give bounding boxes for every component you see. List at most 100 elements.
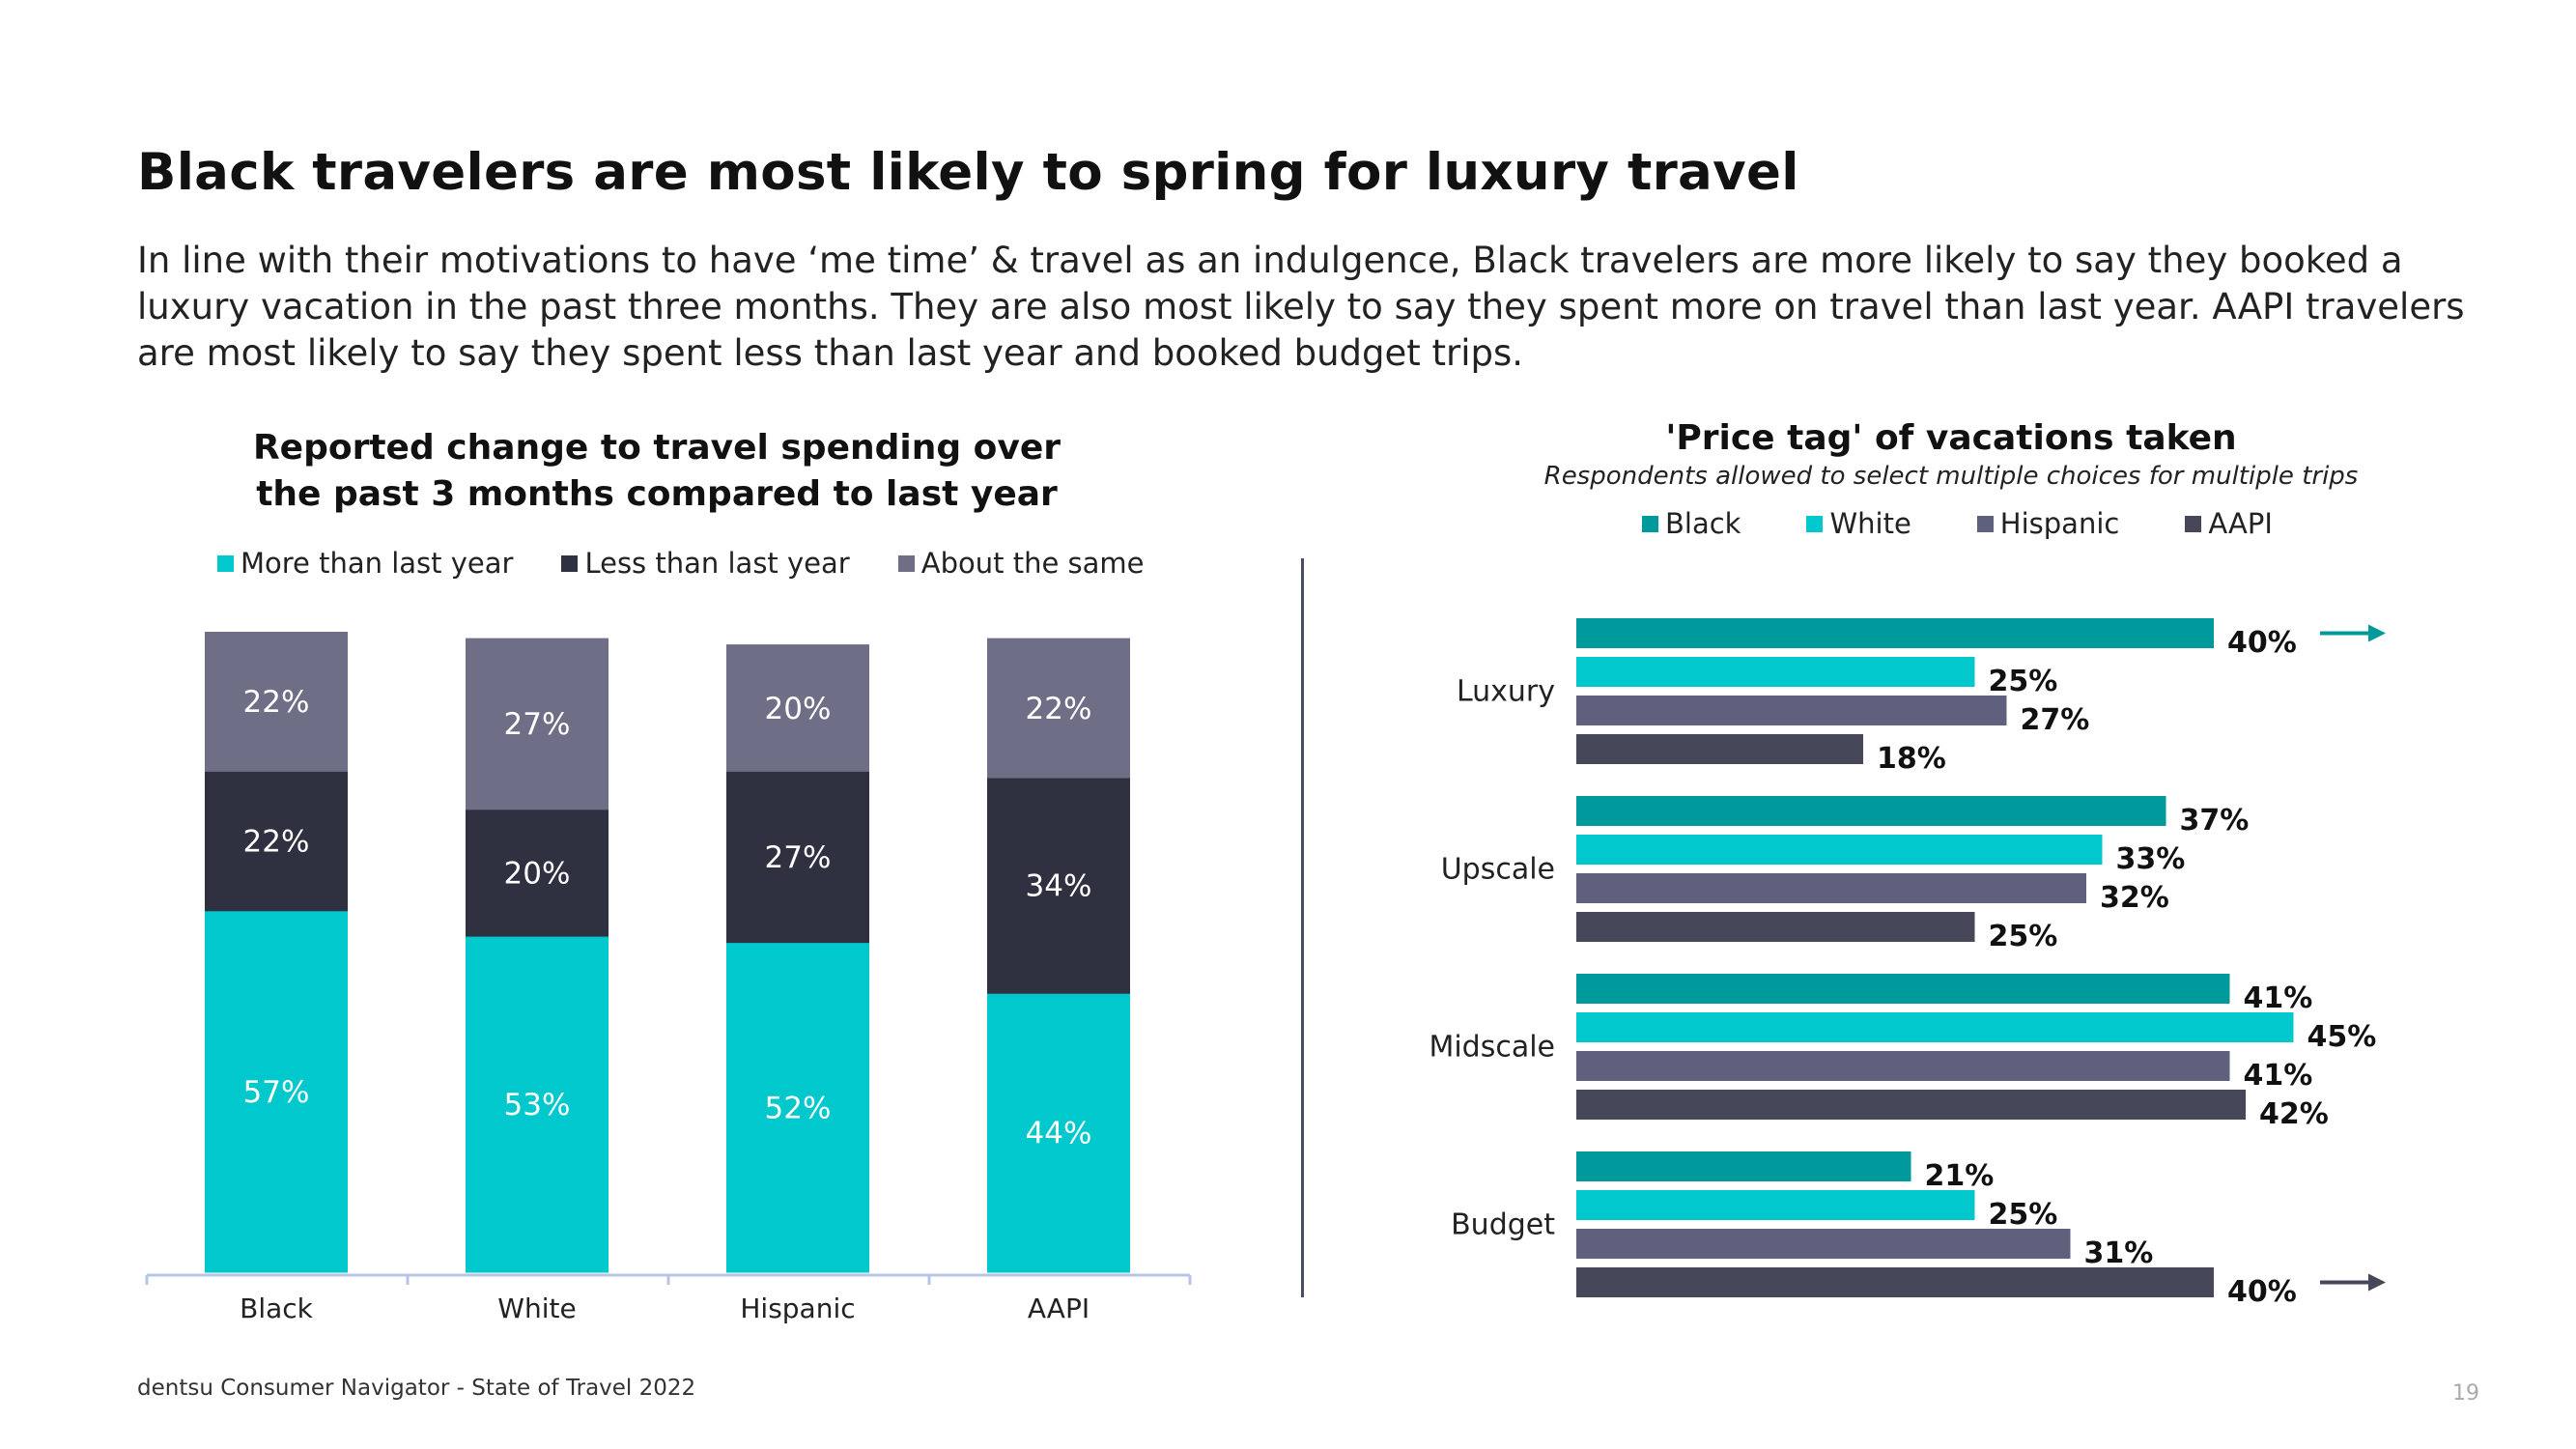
stacked-chart-title: Reported change to travel spending over … [222, 425, 1091, 518]
legend-swatch-same [897, 554, 915, 572]
hbar-data-label: 41% [2244, 981, 2313, 1015]
stacked-data-label: 20% [765, 692, 832, 726]
hbar-midscale-hispanic [1576, 1051, 2230, 1081]
page-subtitle: In line with their motivations to have ‘… [137, 240, 2465, 374]
hbar-budget-hispanic [1576, 1229, 2071, 1259]
footer-source: dentsu Consumer Navigator - State of Tra… [137, 1376, 696, 1401]
hbar-budget-aapi [1576, 1267, 2214, 1297]
stacked-data-label: 57% [243, 1075, 310, 1110]
stacked-bar-hispanic-series-1 [726, 771, 869, 944]
stacked-bar-black-series-0 [205, 910, 348, 1273]
x-tick-label: White [497, 1293, 576, 1324]
hbar-luxury-white [1576, 657, 1975, 687]
hbar-luxury-aapi [1576, 734, 1863, 764]
legend-swatch-black [1642, 515, 1658, 532]
hbar-data-label: 37% [2180, 804, 2250, 838]
legend-item-black: Black [1642, 507, 1741, 540]
hbar-upscale-white [1576, 835, 2103, 865]
price-tag-legend: Black White Hispanic AAPI [1642, 507, 2338, 540]
hbar-upscale-aapi [1576, 912, 1975, 942]
hbar-data-label: 40% [2227, 626, 2297, 660]
stacked-data-label: 22% [243, 825, 310, 860]
hbar-data-label: 33% [2116, 842, 2186, 876]
legend-swatch-more [217, 554, 234, 572]
hbar-data-label: 41% [2244, 1059, 2313, 1093]
stacked-chart-title-line-2: the past 3 months compared to last year [256, 474, 1058, 514]
hbar-budget-black [1576, 1151, 1911, 1181]
stacked-bar-white-series-1 [466, 809, 609, 937]
hbar-data-label: 27% [2021, 703, 2090, 737]
y-category-label: Luxury [1457, 675, 1555, 709]
stacked-bar-white-series-2 [466, 638, 609, 810]
stacked-data-label: 27% [765, 840, 832, 875]
stacked-bar-black-series-1 [205, 771, 348, 912]
hbar-data-label: 25% [1989, 1198, 2058, 1232]
stacked-data-label: 20% [504, 856, 571, 891]
hbar-data-label: 31% [2084, 1236, 2154, 1270]
legend-swatch-less [561, 554, 579, 572]
x-tick-label: Black [240, 1293, 314, 1324]
stacked-data-label: 22% [243, 685, 310, 720]
legend-label-white: White [1829, 507, 1911, 540]
chart-divider [1301, 558, 1304, 1297]
hbar-data-label: 40% [2227, 1275, 2297, 1309]
stacked-bar-aapi-series-0 [987, 993, 1130, 1273]
hbar-data-label: 21% [1925, 1159, 1995, 1193]
highlight-arrow-head [2368, 1273, 2386, 1292]
y-category-label: Upscale [1441, 853, 1555, 887]
stacked-chart-legend: More than last year Less than last year … [217, 547, 1192, 580]
legend-item-hispanic: Hispanic [1976, 507, 2120, 540]
stacked-data-label: 53% [504, 1088, 571, 1122]
x-tick-label: Hispanic [740, 1293, 855, 1324]
stacked-bar-aapi-series-2 [987, 638, 1130, 779]
stacked-bar-aapi-series-1 [987, 778, 1130, 994]
page-number: 19 [2452, 1381, 2479, 1406]
y-category-label: Midscale [1429, 1031, 1555, 1065]
legend-label-black: Black [1665, 507, 1741, 540]
page-title: Black travelers are most likely to sprin… [137, 143, 1799, 202]
hbar-midscale-aapi [1576, 1090, 2246, 1120]
hbar-midscale-black [1576, 974, 2230, 1004]
legend-item-aapi: AAPI [2185, 507, 2273, 540]
stacked-data-label: 27% [504, 707, 571, 742]
hbar-data-label: 32% [2100, 881, 2169, 915]
legend-item-more: More than last year [217, 547, 513, 580]
stacked-data-label: 52% [765, 1091, 832, 1125]
price-tag-chart-title: 'Price tag' of vacations taken [1665, 418, 2237, 458]
legend-item-less: Less than last year [561, 547, 850, 580]
legend-label-more: More than last year [241, 547, 514, 580]
price-tag-chart-note: Respondents allowed to select multiple c… [1543, 462, 2359, 491]
stacked-bar-hispanic-series-2 [726, 644, 869, 772]
highlight-arrow-head [2368, 624, 2386, 642]
legend-label-aapi: AAPI [2208, 507, 2273, 540]
hbar-luxury-hispanic [1576, 696, 2007, 725]
legend-swatch-aapi [2185, 515, 2202, 532]
legend-label-hispanic: Hispanic [1999, 507, 2120, 540]
hbar-upscale-hispanic [1576, 873, 2086, 903]
hbar-data-label: 45% [2307, 1020, 2377, 1054]
legend-item-white: White [1806, 507, 1911, 540]
stacked-bar-black-series-2 [205, 632, 348, 772]
hbar-luxury-black [1576, 618, 2214, 648]
stacked-data-label: 34% [1026, 869, 1092, 904]
stacked-bar-hispanic-series-0 [726, 942, 869, 1273]
stacked-chart-title-line-1: Reported change to travel spending over [252, 428, 1062, 468]
hbar-data-label: 18% [1877, 742, 1946, 776]
legend-swatch-hispanic [1976, 515, 1994, 532]
hbar-data-label: 42% [2259, 1097, 2329, 1131]
x-tick-label: AAPI [1028, 1293, 1090, 1324]
legend-swatch-white [1806, 515, 1824, 532]
hbar-upscale-black [1576, 796, 2166, 826]
stacked-data-label: 22% [1026, 692, 1092, 726]
legend-label-less: Less than last year [584, 547, 850, 580]
hbar-data-label: 25% [1989, 920, 2058, 953]
y-category-label: Budget [1451, 1208, 1555, 1242]
legend-label-same: About the same [920, 547, 1145, 580]
hbar-midscale-white [1576, 1012, 2294, 1042]
stacked-data-label: 44% [1026, 1117, 1092, 1151]
legend-item-same: About the same [897, 547, 1145, 580]
hbar-budget-white [1576, 1190, 1975, 1220]
stacked-bar-white-series-0 [466, 936, 609, 1273]
hbar-data-label: 25% [1989, 665, 2058, 698]
